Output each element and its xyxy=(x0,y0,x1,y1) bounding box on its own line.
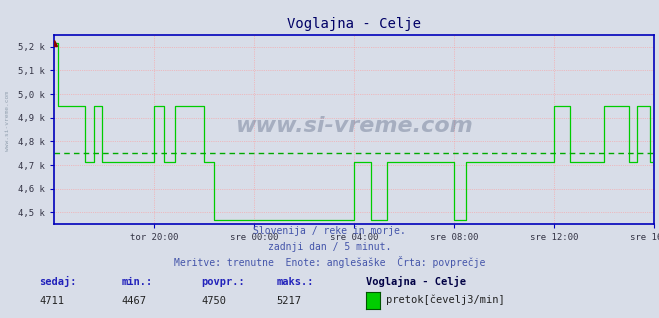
Text: zadnji dan / 5 minut.: zadnji dan / 5 minut. xyxy=(268,242,391,252)
Text: 4467: 4467 xyxy=(122,296,147,306)
Title: Voglajna - Celje: Voglajna - Celje xyxy=(287,17,421,31)
Text: sedaj:: sedaj: xyxy=(40,276,77,287)
Text: www.si-vreme.com: www.si-vreme.com xyxy=(235,116,473,136)
Text: povpr.:: povpr.: xyxy=(201,277,244,287)
Text: 4750: 4750 xyxy=(201,296,226,306)
Text: min.:: min.: xyxy=(122,277,153,287)
Text: Slovenija / reke in morje.: Slovenija / reke in morje. xyxy=(253,226,406,236)
Text: www.si-vreme.com: www.si-vreme.com xyxy=(5,91,11,151)
Text: pretok[čevelj3/min]: pretok[čevelj3/min] xyxy=(386,294,504,305)
Text: maks.:: maks.: xyxy=(277,277,314,287)
Text: Voglajna - Celje: Voglajna - Celje xyxy=(366,276,466,287)
Text: Meritve: trenutne  Enote: anglešaške  Črta: povprečje: Meritve: trenutne Enote: anglešaške Črta… xyxy=(174,256,485,267)
Text: 5217: 5217 xyxy=(277,296,302,306)
Text: 4711: 4711 xyxy=(40,296,65,306)
